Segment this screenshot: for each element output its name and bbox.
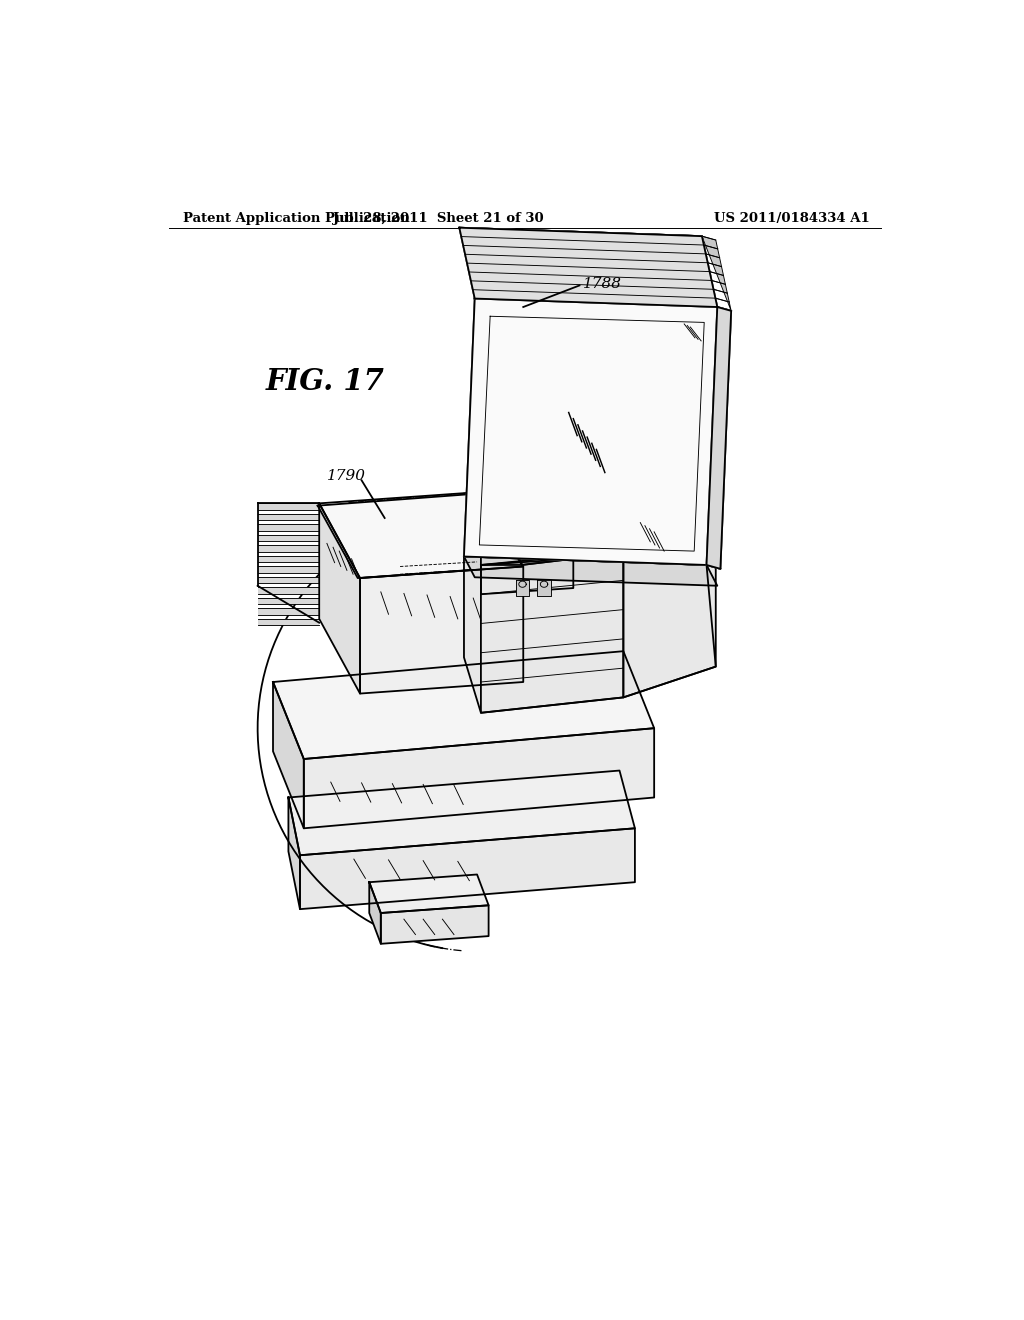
Polygon shape	[481, 486, 573, 565]
Polygon shape	[273, 682, 304, 829]
Polygon shape	[319, 492, 523, 578]
Polygon shape	[304, 729, 654, 829]
Polygon shape	[370, 875, 488, 913]
Polygon shape	[481, 478, 624, 565]
Text: 1788: 1788	[584, 277, 623, 290]
Polygon shape	[273, 651, 654, 759]
Polygon shape	[258, 587, 319, 594]
Polygon shape	[289, 797, 300, 909]
Text: FIG. 17: FIG. 17	[265, 367, 384, 396]
Polygon shape	[317, 494, 519, 578]
Polygon shape	[360, 566, 523, 693]
Polygon shape	[515, 581, 529, 595]
Polygon shape	[289, 771, 635, 855]
Polygon shape	[481, 552, 624, 713]
Polygon shape	[481, 558, 573, 594]
Text: US 2011/0184334 A1: US 2011/0184334 A1	[714, 213, 869, 224]
Polygon shape	[460, 227, 717, 308]
Polygon shape	[258, 609, 319, 615]
Polygon shape	[701, 236, 731, 312]
Polygon shape	[258, 545, 319, 552]
Polygon shape	[464, 298, 717, 565]
Text: Jul. 28, 2011  Sheet 21 of 30: Jul. 28, 2011 Sheet 21 of 30	[333, 213, 544, 224]
Polygon shape	[464, 298, 717, 565]
Polygon shape	[258, 556, 319, 562]
Polygon shape	[554, 478, 624, 558]
Polygon shape	[300, 829, 635, 909]
Polygon shape	[538, 581, 551, 595]
Polygon shape	[460, 227, 717, 308]
Polygon shape	[479, 317, 705, 552]
Polygon shape	[464, 557, 716, 713]
Text: 1790: 1790	[327, 470, 366, 483]
Polygon shape	[258, 598, 319, 605]
Polygon shape	[258, 566, 319, 573]
Polygon shape	[381, 906, 488, 944]
Polygon shape	[464, 557, 717, 586]
Polygon shape	[464, 298, 717, 565]
Polygon shape	[370, 882, 381, 944]
Polygon shape	[258, 524, 319, 531]
Polygon shape	[258, 535, 319, 541]
Text: Patent Application Publication: Patent Application Publication	[183, 213, 410, 224]
Polygon shape	[608, 444, 716, 697]
Polygon shape	[258, 513, 319, 520]
Polygon shape	[258, 503, 319, 510]
Polygon shape	[707, 308, 731, 569]
Polygon shape	[258, 619, 319, 626]
Polygon shape	[258, 577, 319, 583]
Polygon shape	[707, 308, 731, 569]
Polygon shape	[319, 503, 360, 693]
